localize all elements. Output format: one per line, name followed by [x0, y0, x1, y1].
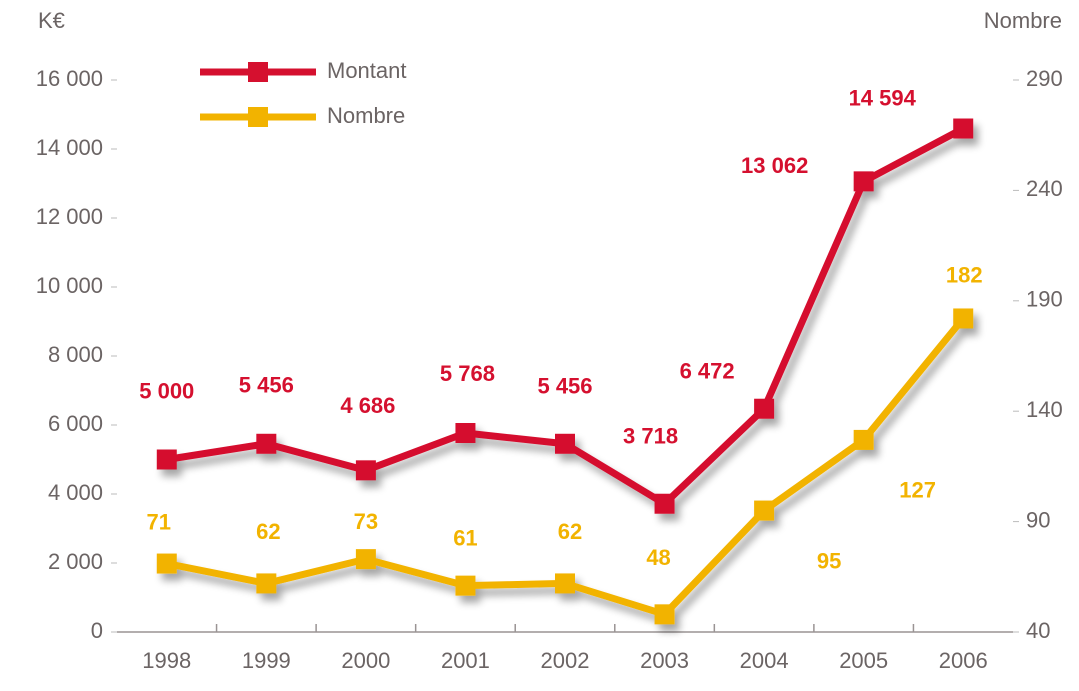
y2-tick-label: 190	[1026, 287, 1063, 312]
series	[156, 308, 974, 625]
line	[166, 316, 966, 618]
marker	[654, 493, 675, 514]
y-tick-label: 14 000	[36, 135, 103, 160]
marker	[754, 398, 775, 419]
x-tick-label: 2002	[541, 648, 590, 673]
y-tick-label: 8 000	[48, 342, 103, 367]
marker	[754, 500, 775, 521]
value-label: 62	[558, 519, 582, 544]
value-label: 5 456	[239, 373, 294, 398]
value-label: 71	[147, 509, 171, 534]
y2-tick-label: 240	[1026, 176, 1063, 201]
x-tick-label: 1998	[142, 648, 191, 673]
value-label: 61	[453, 525, 477, 550]
marker	[355, 460, 376, 481]
x-tick-label: 2003	[640, 648, 689, 673]
value-label: 182	[946, 262, 983, 287]
marker	[953, 308, 974, 329]
y2-tick-label: 140	[1026, 397, 1063, 422]
value-label: 14 594	[849, 85, 917, 110]
y-axis-title: K€	[38, 8, 65, 33]
marker	[555, 573, 575, 594]
value-label: 13 062	[741, 153, 808, 178]
y2-axis-title: Nombre	[984, 8, 1062, 33]
value-label: 62	[256, 519, 280, 544]
x-tick-label: 2006	[939, 648, 988, 673]
y2-tick-label: 90	[1026, 507, 1050, 532]
marker	[256, 573, 277, 594]
marker	[355, 549, 376, 570]
marker	[455, 575, 476, 596]
value-label: 5 456	[537, 374, 592, 399]
y2-tick-label: 290	[1026, 66, 1063, 91]
y-tick-label: 2 000	[48, 549, 103, 574]
marker	[853, 171, 874, 192]
marker	[555, 433, 575, 454]
value-label: 95	[817, 548, 841, 573]
legend-marker	[248, 62, 268, 82]
value-label: 6 472	[680, 359, 735, 384]
legend-label: Montant	[327, 58, 407, 83]
marker	[654, 604, 675, 625]
marker	[953, 118, 974, 139]
value-label: 3 718	[623, 424, 678, 449]
x-tick-label: 2004	[740, 648, 789, 673]
x-tick-label: 2001	[441, 648, 490, 673]
value-label: 5 768	[440, 361, 495, 386]
y-tick-label: 12 000	[36, 204, 103, 229]
value-label: 127	[899, 478, 936, 503]
y-tick-label: 6 000	[48, 411, 103, 436]
marker	[156, 553, 177, 574]
y-tick-label: 16 000	[36, 66, 103, 91]
y-tick-label: 10 000	[36, 273, 103, 298]
marker	[256, 433, 277, 454]
value-label: 48	[646, 545, 670, 570]
marker	[853, 429, 874, 450]
x-tick-label: 1999	[242, 648, 291, 673]
value-label: 5 000	[139, 378, 194, 403]
series	[156, 118, 974, 514]
x-tick-label: 2005	[839, 648, 888, 673]
value-label: 73	[354, 509, 378, 534]
y-tick-label: 0	[91, 618, 103, 643]
legend-label: Nombre	[327, 103, 405, 128]
marker	[156, 449, 177, 470]
legend-marker	[248, 107, 268, 127]
marker	[455, 423, 476, 444]
y2-tick-label: 40	[1026, 618, 1050, 643]
value-label: 4 686	[340, 393, 395, 418]
y-tick-label: 4 000	[48, 480, 103, 505]
x-tick-label: 2000	[341, 648, 390, 673]
